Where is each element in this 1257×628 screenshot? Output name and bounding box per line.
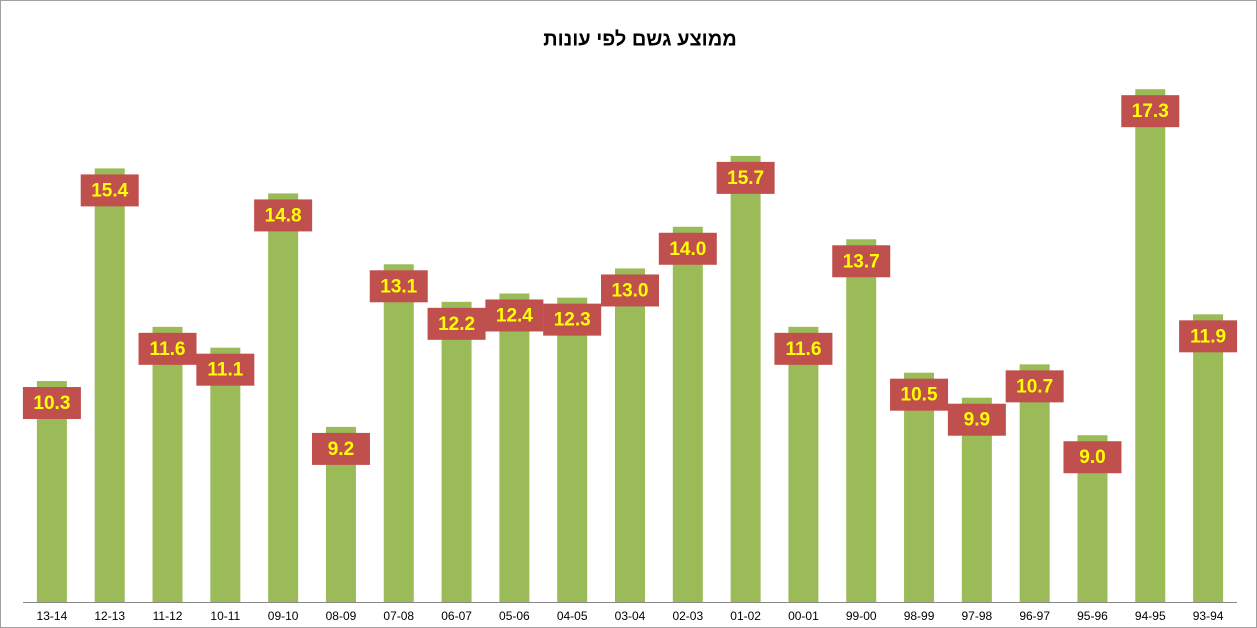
data-label-box (196, 353, 255, 386)
data-label-box (1005, 370, 1064, 403)
data-label-box (774, 332, 833, 365)
data-label-box (890, 378, 949, 411)
bar (268, 193, 299, 602)
data-label: 15.7 (727, 168, 764, 189)
x-tick-label: 96-97 (1019, 609, 1050, 623)
bar (441, 301, 472, 602)
bar (846, 239, 877, 602)
x-tick-label: 01-02 (730, 609, 761, 623)
data-label: 10.5 (901, 385, 938, 406)
x-tick-label: 12-13 (94, 609, 125, 623)
data-label: 11.6 (785, 339, 821, 360)
data-label: 9.9 (964, 410, 990, 431)
data-label-box (1121, 95, 1180, 128)
data-label: 17.3 (1132, 101, 1169, 122)
x-tick-label: 10-11 (210, 609, 240, 623)
data-label: 12.3 (554, 310, 591, 331)
bar (1135, 89, 1166, 602)
data-label-box (138, 332, 197, 365)
data-label: 10.3 (33, 393, 70, 414)
data-label-box (1179, 320, 1238, 353)
data-label: 15.4 (91, 180, 128, 201)
chart-title: ממוצע גשם לפי עונות (543, 28, 737, 50)
data-label-box (427, 307, 486, 340)
data-label-box (832, 245, 891, 278)
x-tick-label: 95-96 (1077, 609, 1108, 623)
data-label-box (543, 303, 602, 336)
bar (904, 372, 935, 602)
x-tick-label: 97-98 (962, 609, 993, 623)
x-tick-label: 07-08 (383, 609, 414, 623)
data-label-box (658, 232, 717, 265)
bar (499, 293, 530, 602)
data-label-box (485, 299, 544, 332)
data-label: 12.2 (438, 314, 475, 335)
bar (210, 347, 241, 602)
data-label-box (716, 161, 775, 194)
bar (383, 264, 414, 602)
bar (152, 326, 183, 602)
x-tick-label: 05-06 (499, 609, 530, 623)
data-label-box (254, 199, 313, 232)
data-label: 13.1 (380, 276, 417, 297)
x-tick-label: 02-03 (672, 609, 703, 623)
x-tick-label: 13-14 (37, 609, 68, 623)
data-label: 13.7 (843, 251, 880, 272)
x-tick-label: 00-01 (788, 609, 819, 623)
data-label-box (369, 270, 428, 303)
x-tick-label: 93-94 (1193, 609, 1224, 623)
data-label: 10.7 (1016, 376, 1053, 397)
data-label: 14.0 (669, 239, 706, 260)
data-label-box (22, 387, 81, 420)
x-tick-label: 03-04 (615, 609, 646, 623)
data-label: 14.8 (265, 205, 302, 226)
data-label: 11.9 (1190, 326, 1226, 347)
bar (1019, 364, 1050, 602)
data-label-box (311, 432, 370, 465)
data-label: 11.6 (150, 339, 186, 360)
x-tick-label: 98-99 (904, 609, 935, 623)
x-tick-label: 06-07 (441, 609, 472, 623)
bar (730, 155, 761, 602)
data-label-box (601, 274, 659, 307)
data-label: 9.0 (1079, 447, 1105, 468)
data-label-box (1063, 441, 1122, 474)
data-label: 9.2 (328, 439, 354, 460)
data-label-box (80, 174, 139, 207)
bar (94, 168, 125, 602)
bar (557, 297, 588, 602)
bar (788, 326, 819, 602)
data-label-box (947, 403, 1006, 436)
x-tick-label: 04-05 (557, 609, 588, 623)
x-tick-label: 99-00 (846, 609, 877, 623)
data-label: 13.0 (612, 280, 649, 301)
x-tick-label: 08-09 (326, 609, 357, 623)
x-tick-label: 94-95 (1135, 609, 1166, 623)
data-label: 12.4 (496, 305, 533, 326)
x-tick-label: 09-10 (268, 609, 299, 623)
x-tick-label: 11-12 (153, 609, 183, 623)
bar (1193, 314, 1224, 602)
bar (672, 226, 703, 602)
bar (615, 268, 645, 602)
data-label: 11.1 (207, 360, 243, 381)
